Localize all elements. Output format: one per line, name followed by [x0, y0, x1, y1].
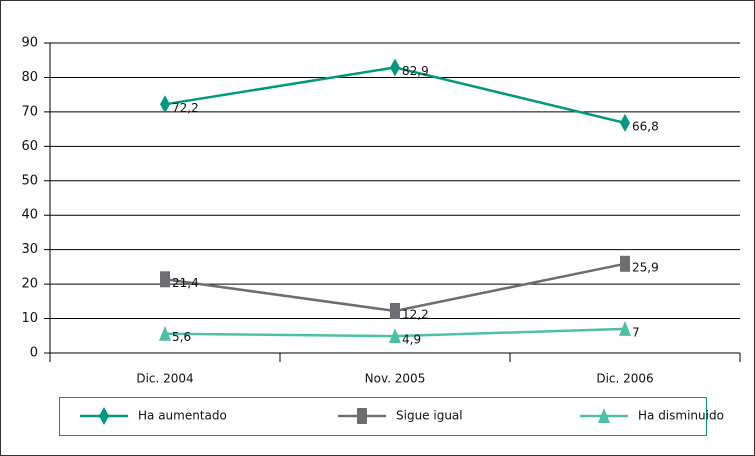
y-tick-label: 70 [21, 104, 38, 119]
y-tick-label: 20 [21, 277, 38, 292]
data-point [160, 271, 170, 288]
y-tick-label: 90 [21, 36, 38, 51]
data-label: 7 [632, 325, 640, 339]
x-tick-label: Dic. 2006 [596, 372, 653, 386]
legend-label: Ha disminuido [638, 409, 724, 423]
legend-marker [357, 408, 367, 424]
data-label: 4,9 [402, 333, 421, 347]
legend-marker [598, 408, 610, 423]
data-point [390, 58, 400, 77]
y-tick-label: 30 [21, 242, 38, 257]
data-point [389, 328, 401, 344]
legend-label: Sigue igual [396, 409, 463, 423]
data-point [619, 320, 631, 336]
data-point [620, 113, 630, 132]
data-label: 72,2 [172, 101, 199, 115]
y-tick-label: 50 [21, 173, 38, 188]
legend-label: Ha aumentado [138, 409, 227, 423]
y-tick-label: 0 [30, 346, 38, 361]
data-label: 21,4 [172, 276, 199, 290]
data-point [620, 255, 630, 272]
data-label: 66,8 [632, 119, 659, 133]
data-label: 82,9 [402, 64, 429, 78]
legend-marker [99, 407, 109, 425]
data-label: 25,9 [632, 260, 659, 274]
y-tick-label: 60 [21, 139, 38, 154]
data-point [159, 325, 171, 341]
y-tick-label: 80 [21, 70, 38, 85]
y-tick-label: 10 [21, 311, 38, 326]
data-point [160, 95, 170, 114]
data-label: 12,2 [402, 307, 429, 321]
data-point [390, 302, 400, 319]
data-label: 5,6 [172, 330, 191, 344]
y-tick-label: 40 [21, 208, 38, 223]
x-tick-label: Nov. 2005 [365, 372, 426, 386]
x-tick-label: Dic. 2004 [136, 372, 193, 386]
